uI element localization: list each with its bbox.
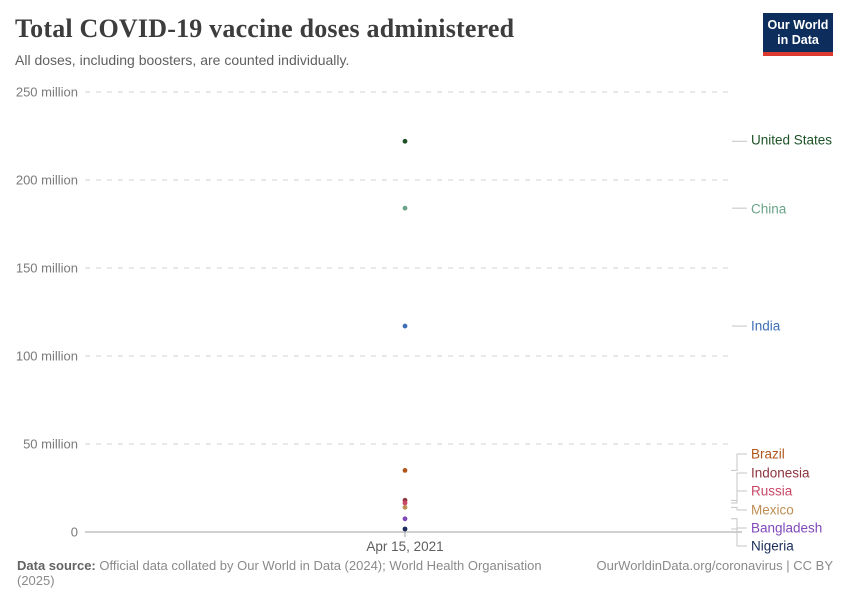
y-tick-label: 150 million <box>16 261 78 276</box>
series-label-china[interactable]: China <box>751 202 787 217</box>
label-connector-bangladesh <box>731 518 747 529</box>
y-tick-label: 200 million <box>16 173 78 188</box>
owid-logo[interactable]: Our World in Data <box>763 13 833 56</box>
series-label-bangladesh[interactable]: Bangladesh <box>751 521 822 536</box>
series-label-nigeria[interactable]: Nigeria <box>751 539 794 554</box>
owid-logo-line1: Our World <box>767 18 829 32</box>
y-tick-label: 100 million <box>16 349 78 364</box>
label-connector-indonesia <box>731 472 747 501</box>
data-point-mexico[interactable] <box>402 504 408 510</box>
x-tick-label: Apr 15, 2021 <box>366 539 443 554</box>
y-tick-label: 0 <box>71 525 78 540</box>
chart-footer: Data source: Official data collated by O… <box>0 558 850 588</box>
y-tick-label: 250 million <box>16 85 78 100</box>
label-connector-mexico <box>731 506 747 511</box>
data-source-text: Official data collated by Our World in D… <box>17 558 542 588</box>
data-point-brazil[interactable] <box>402 468 408 473</box>
series-label-brazil[interactable]: Brazil <box>751 447 785 462</box>
owid-logo-line2: in Data <box>777 33 819 47</box>
data-point-india[interactable] <box>402 323 408 329</box>
data-point-russia[interactable] <box>402 500 408 506</box>
series-label-indonesia[interactable]: Indonesia <box>751 466 810 481</box>
series-label-russia[interactable]: Russia <box>751 484 793 499</box>
data-point-united-states[interactable] <box>402 138 408 144</box>
data-source-label: Data source: <box>17 558 96 573</box>
series-label-india[interactable]: India <box>751 319 781 334</box>
chart-subtitle: All doses, including boosters, are count… <box>15 52 350 68</box>
data-point-nigeria[interactable] <box>402 526 408 532</box>
label-connector-russia <box>731 490 747 504</box>
series-label-united-states[interactable]: United States <box>751 133 832 148</box>
y-tick-label: 50 million <box>23 437 78 452</box>
series-label-mexico[interactable]: Mexico <box>751 503 794 518</box>
label-connector-brazil <box>731 453 747 471</box>
owid-license-link[interactable]: OurWorldinData.org/coronavirus | CC BY <box>596 558 833 573</box>
chart-title: Total COVID-19 vaccine doses administere… <box>15 14 515 43</box>
data-point-china[interactable] <box>402 205 408 211</box>
label-connector-nigeria <box>731 528 747 547</box>
data-source-note: Data source: Official data collated by O… <box>17 558 578 588</box>
data-point-bangladesh[interactable] <box>402 516 408 522</box>
